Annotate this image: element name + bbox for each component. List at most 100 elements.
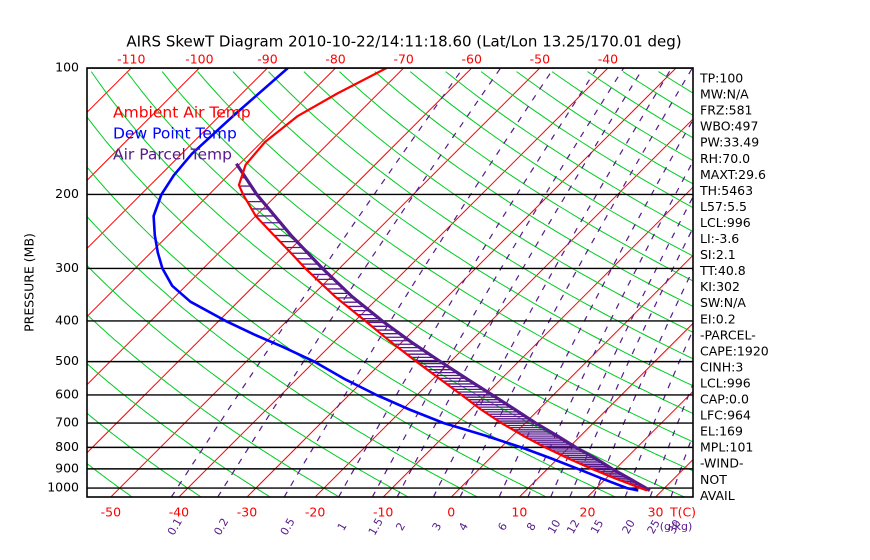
x-axis-temp-label: T(C) (669, 505, 696, 520)
bottom-temp-tick-label: 10 (511, 505, 527, 520)
top-temp-tick-label: -70 (393, 52, 413, 67)
pressure-tick-label: 900 (55, 460, 79, 475)
panel-line: KI:302 (700, 279, 740, 294)
panel-line: TP:100 (699, 71, 743, 86)
isotherm-line (87, 68, 336, 318)
mixing-ratio-tick-label: 15 (588, 517, 606, 536)
mixing-ratio-tick-label: 10 (545, 517, 563, 536)
panel-line: EL:169 (700, 424, 743, 439)
dry-adiabat-line (836, 72, 870, 119)
air-parcel-temp-curve (235, 162, 651, 492)
top-temp-tick-label: -50 (530, 52, 550, 67)
legend-air-parcel-temp: Air Parcel Temp (113, 146, 232, 164)
panel-line: MPL:101 (700, 440, 753, 455)
isotherm-line (655, 458, 693, 497)
mixing-ratio-line (338, 68, 598, 497)
panel-line: CAPE:1920 (700, 343, 769, 358)
dry-adiabat-line (161, 71, 693, 443)
bottom-temp-tick-label: -30 (237, 505, 257, 520)
panel-line: EI:0.2 (700, 311, 736, 326)
pressure-tick-label: 700 (55, 415, 79, 430)
mixing-ratio-line (217, 68, 502, 497)
panel-line: CAP:0.0 (700, 392, 749, 407)
mixing-ratio-tick-label: 0.5 (278, 516, 298, 538)
data-layer (152, 68, 651, 492)
mixing-ratio-line (459, 68, 693, 497)
top-temp-tick-label: -100 (185, 52, 213, 67)
mixing-ratio-tick-label: 6 (495, 520, 510, 533)
isotherm-line (246, 68, 677, 497)
panel-line: MW:N/A (700, 87, 749, 102)
panel-line: FRZ:581 (700, 103, 753, 118)
dry-adiabat-line (765, 72, 870, 156)
panel-line: -WIND- (700, 456, 744, 471)
dry-adiabat-line (87, 363, 271, 497)
dry-adiabat-line (551, 71, 693, 162)
mixing-ratio-line (432, 68, 673, 497)
y-axis-label: PRESSURE (MB) (22, 233, 37, 332)
mixing-ratio-line (593, 268, 693, 497)
isotherm-line (450, 254, 693, 497)
panel-line: L57:5.5 (700, 199, 747, 214)
dry-adiabat-line (622, 71, 693, 116)
mixing-ratio-line (550, 195, 693, 497)
bottom-temp-tick-label: -20 (305, 505, 325, 520)
pressure-tick-label: 300 (55, 260, 79, 275)
panel-line: -PARCEL- (700, 327, 756, 342)
pressure-tick-label: 100 (55, 60, 79, 75)
mixing-ratio-tick-label: 1 (335, 520, 350, 533)
dry-adiabat-line (87, 412, 202, 497)
mixing-ratio-tick-label: 2 (393, 520, 408, 533)
bottom-temp-tick-label: 0 (447, 505, 455, 520)
mixing-ratio-tick-label: 0.2 (211, 516, 231, 538)
mixing-ratio-tick-label: 8 (524, 520, 539, 533)
mixing-ratio-line (649, 382, 693, 497)
x-axis-mixing-label: (g/kg) (660, 520, 693, 533)
panel-line: LFC:964 (700, 408, 751, 423)
isotherm-line (87, 68, 405, 386)
isotherm-line (519, 322, 693, 497)
panel-line: AVAIL (700, 488, 735, 503)
dry-adiabat-line (87, 264, 409, 497)
panel-line: NOT (700, 472, 727, 487)
top-temp-tick-label: -110 (117, 52, 145, 67)
mixing-ratio-line (670, 433, 693, 497)
top-temp-tick-label: -40 (598, 52, 618, 67)
panel-line: WBO:497 (700, 119, 758, 134)
grid-layer (87, 68, 870, 497)
diagram-title: AIRS SkewT Diagram 2010-10-22/14:11:18.6… (126, 33, 681, 51)
panel-line: RH:70.0 (700, 151, 750, 166)
dry-adiabat-line (197, 71, 693, 415)
panel-line: LCL:996 (700, 375, 751, 390)
isotherm-line (587, 390, 693, 497)
mixing-ratio-tick-label: 25 (645, 517, 663, 536)
bottom-temp-tick-label: 30 (648, 505, 664, 520)
isotherm-line (87, 68, 268, 250)
dry-adiabat-line (445, 71, 693, 233)
panel-line: CINH:3 (700, 359, 743, 374)
bottom-temp-tick-label: -10 (373, 505, 393, 520)
dry-adiabat-line (658, 71, 693, 94)
dry-adiabat-line (303, 71, 693, 333)
isotherm-line (110, 68, 541, 497)
mixing-ratio-tick-label: 12 (564, 517, 582, 536)
dry-adiabat-line (516, 71, 693, 185)
dry-adiabat-line (409, 71, 693, 257)
panel-line: MAXT:29.6 (700, 167, 766, 182)
dew-point-temp-curve (152, 68, 639, 492)
cape-hatch-group (239, 177, 643, 487)
mixing-ratio-line (170, 68, 464, 497)
isotherm-line (87, 68, 200, 182)
panel-line: PW:33.49 (700, 135, 759, 150)
mixing-ratio-tick-label: 20 (620, 517, 638, 536)
plot-frame (86, 67, 694, 498)
isotherm-line (314, 118, 693, 497)
legend-ambient-air-temp: Ambient Air Temp (113, 104, 251, 122)
pressure-tick-label: 200 (55, 186, 79, 201)
mixing-ratio-tick-label: 30 (665, 517, 683, 536)
mixing-ratio-line (283, 68, 555, 497)
panel-line: LI:-3.6 (700, 231, 739, 246)
dry-adiabat-line (587, 71, 693, 139)
panel-line: LCL:996 (700, 215, 751, 230)
